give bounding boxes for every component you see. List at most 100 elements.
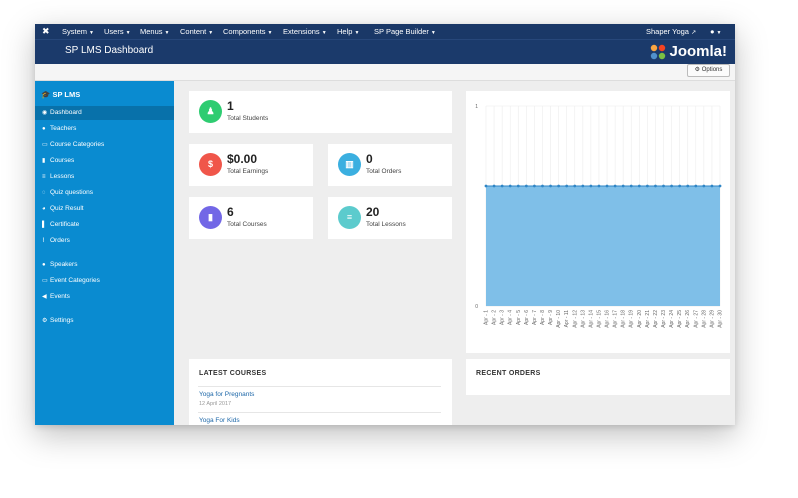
x-tick-label: Apr - 6 (524, 310, 530, 325)
menu-users-label: Users (104, 27, 124, 36)
stat-label: Total Lessons (366, 221, 406, 228)
sidebar-item-label: Speakers (50, 261, 78, 268)
users-icon: ● (42, 126, 46, 132)
stat-label: Total Earnings (227, 168, 269, 175)
data-point (629, 184, 633, 188)
menu-system[interactable]: System ▼ (62, 24, 94, 39)
x-tick-label: Apr - 20 (637, 310, 643, 328)
latest-courses-card: LATEST COURSES Yoga for Pregnants 12 Apr… (189, 359, 452, 425)
sidebar-item-certificate[interactable]: ▌ Certificate (35, 218, 174, 232)
menu-sp-page-builder[interactable]: SP Page Builder ▼ (374, 24, 436, 39)
sidebar-item-label: Courses (50, 157, 75, 164)
data-point (541, 184, 544, 188)
data-point (597, 184, 601, 188)
x-tick-label: Apr - 25 (677, 310, 683, 328)
stat-label: Total Students (227, 115, 269, 122)
stat-value: 1 (227, 99, 234, 113)
users-icon: ♟ (199, 100, 222, 123)
sidebar-item-course-categories[interactable]: ▭ Course Categories (35, 138, 174, 152)
x-tick-label: Apr - 4 (508, 310, 514, 325)
user-icon: ● (710, 27, 715, 36)
chevron-down-icon: ▼ (208, 30, 214, 36)
sidebar-item-label: Certificate (50, 221, 80, 228)
menu-help-label: Help (337, 27, 353, 36)
stat-card-orders: ▥ 0 Total Orders (328, 144, 452, 186)
course-link[interactable]: Yoga For Kids (199, 417, 240, 424)
list-icon: ≡ (42, 174, 46, 180)
menu-help[interactable]: Help ▼ (337, 24, 359, 39)
data-point (581, 184, 585, 188)
stat-card-earnings: $ $0.00 Total Earnings (189, 144, 313, 186)
user-menu[interactable]: ● ▼ (710, 24, 721, 39)
stat-value: $0.00 (227, 152, 258, 166)
options-button[interactable]: ⚙ Options (687, 64, 730, 77)
sidebar-item-courses[interactable]: ▮ Courses (35, 154, 174, 168)
menu-extensions-label: Extensions (283, 27, 320, 36)
sidebar-item-speakers[interactable]: ● Speakers (35, 258, 174, 272)
divider (198, 412, 441, 413)
chevron-down-icon: ▼ (267, 30, 273, 36)
x-tick-label: Apr - 12 (572, 310, 578, 328)
x-tick-label: Apr - 19 (629, 310, 635, 328)
sidebar-item-quiz-result[interactable]: ◕ Quiz Result (35, 202, 174, 216)
joomla-x-icon[interactable]: ✖ (42, 26, 50, 36)
x-tick-label: Apr - 21 (645, 310, 651, 328)
data-point (492, 184, 496, 188)
sidebar-item-label: Lessons (50, 173, 75, 180)
x-tick-label: Apr - 1 (484, 310, 490, 325)
sidebar-brand: 🎓 SP LMS (41, 90, 80, 99)
sidebar-item-label: Quiz Result (50, 205, 84, 212)
menu-components[interactable]: Components ▼ (223, 24, 272, 39)
sidebar-item-lessons[interactable]: ≡ Lessons (35, 170, 174, 184)
menu-menus[interactable]: Menus ▼ (140, 24, 169, 39)
data-point (524, 184, 528, 188)
recent-orders-title: RECENT ORDERS (476, 370, 541, 377)
menu-users[interactable]: Users ▼ (104, 24, 131, 39)
list-icon: ≡ (338, 206, 361, 229)
x-tick-label: Apr - 15 (596, 310, 602, 328)
folder-icon: ▭ (42, 142, 48, 148)
menu-content[interactable]: Content ▼ (180, 24, 213, 39)
app-window: ✖ System ▼ Users ▼ Menus ▼ Content ▼ Compone… (35, 24, 735, 425)
graduation-cap-icon: 🎓 (41, 90, 51, 99)
data-point (621, 184, 625, 188)
divider (198, 386, 441, 387)
menu-extensions[interactable]: Extensions ▼ (283, 24, 327, 39)
data-point (500, 184, 504, 188)
external-link-icon: ↗ (691, 30, 697, 36)
data-point (533, 184, 536, 188)
x-tick-label: Apr - 26 (685, 310, 691, 328)
x-tick-label: Apr - 11 (564, 310, 570, 328)
data-point (549, 184, 552, 188)
sidebar-item-quiz-questions[interactable]: ◌ Quiz questions (35, 186, 174, 200)
x-tick-label: Apr - 2 (492, 310, 498, 325)
data-point (613, 184, 617, 188)
x-tick-label: Apr - 30 (718, 310, 724, 328)
data-point (654, 184, 657, 188)
stat-label: Total Courses (227, 221, 267, 228)
sidebar-item-teachers[interactable]: ● Teachers (35, 122, 174, 136)
data-point (637, 184, 641, 188)
y-tick-label: 0 (475, 304, 478, 310)
book-icon: ▮ (199, 206, 222, 229)
x-tick-label: Apr - 23 (661, 310, 667, 328)
sidebar-item-dashboard[interactable]: ◉ Dashboard (35, 106, 174, 120)
course-link[interactable]: Yoga for Pregnants (199, 391, 255, 398)
x-tick-label: Apr - 22 (653, 310, 659, 328)
chevron-down-icon: ▼ (125, 30, 131, 36)
stat-card-students: ♟ 1 Total Students (189, 91, 452, 133)
dashboard-icon: ◉ (42, 110, 48, 116)
sidebar-item-orders[interactable]: ⌇ Orders (35, 234, 174, 248)
sidebar-item-event-categories[interactable]: ▭ Event Categories (35, 274, 174, 288)
sidebar-item-label: Teachers (50, 125, 77, 132)
sidebar-item-events[interactable]: ◀ Events (35, 290, 174, 304)
stat-card-lessons: ≡ 20 Total Lessons (328, 197, 452, 239)
site-link[interactable]: Shaper Yoga ↗ (646, 24, 696, 39)
x-tick-label: Apr - 8 (540, 310, 546, 325)
bookmark-icon: ▌ (42, 222, 47, 228)
sidebar-item-settings[interactable]: ⚙ Settings (35, 314, 174, 328)
x-tick-label: Apr - 28 (701, 310, 707, 328)
series-area (486, 186, 720, 306)
x-tick-label: Apr - 14 (588, 310, 594, 328)
sidebar-item-label: Event Categories (50, 277, 100, 284)
